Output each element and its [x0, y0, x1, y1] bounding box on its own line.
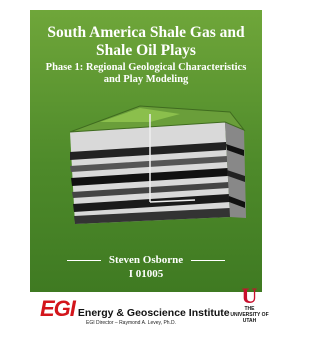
egi-logo: EGI Energy & Geoscience Institute — [40, 296, 230, 322]
author: Steven Osborne — [109, 254, 183, 266]
block-diagram — [30, 92, 262, 232]
strata — [70, 122, 246, 224]
utah-logo: U THE UNIVERSITY OF UTAH — [230, 286, 269, 324]
author-row: Steven Osborne — [30, 254, 262, 266]
egi-mark: EGI — [40, 296, 75, 322]
page: {"header": {"title": "South America Shal… — [0, 0, 269, 350]
report-id: I 01005 — [30, 268, 262, 280]
utah-mark: U — [230, 286, 269, 306]
institute-name: Energy & Geoscience Institute — [78, 307, 230, 319]
title: South America Shale Gas and Shale Oil Pl… — [30, 24, 262, 60]
director: EGI Director – Raymond A. Levey, Ph.D. — [86, 320, 176, 326]
subtitle: Phase 1: Regional Geological Characteris… — [30, 62, 262, 86]
university-name: THE UNIVERSITY OF UTAH — [230, 306, 269, 324]
